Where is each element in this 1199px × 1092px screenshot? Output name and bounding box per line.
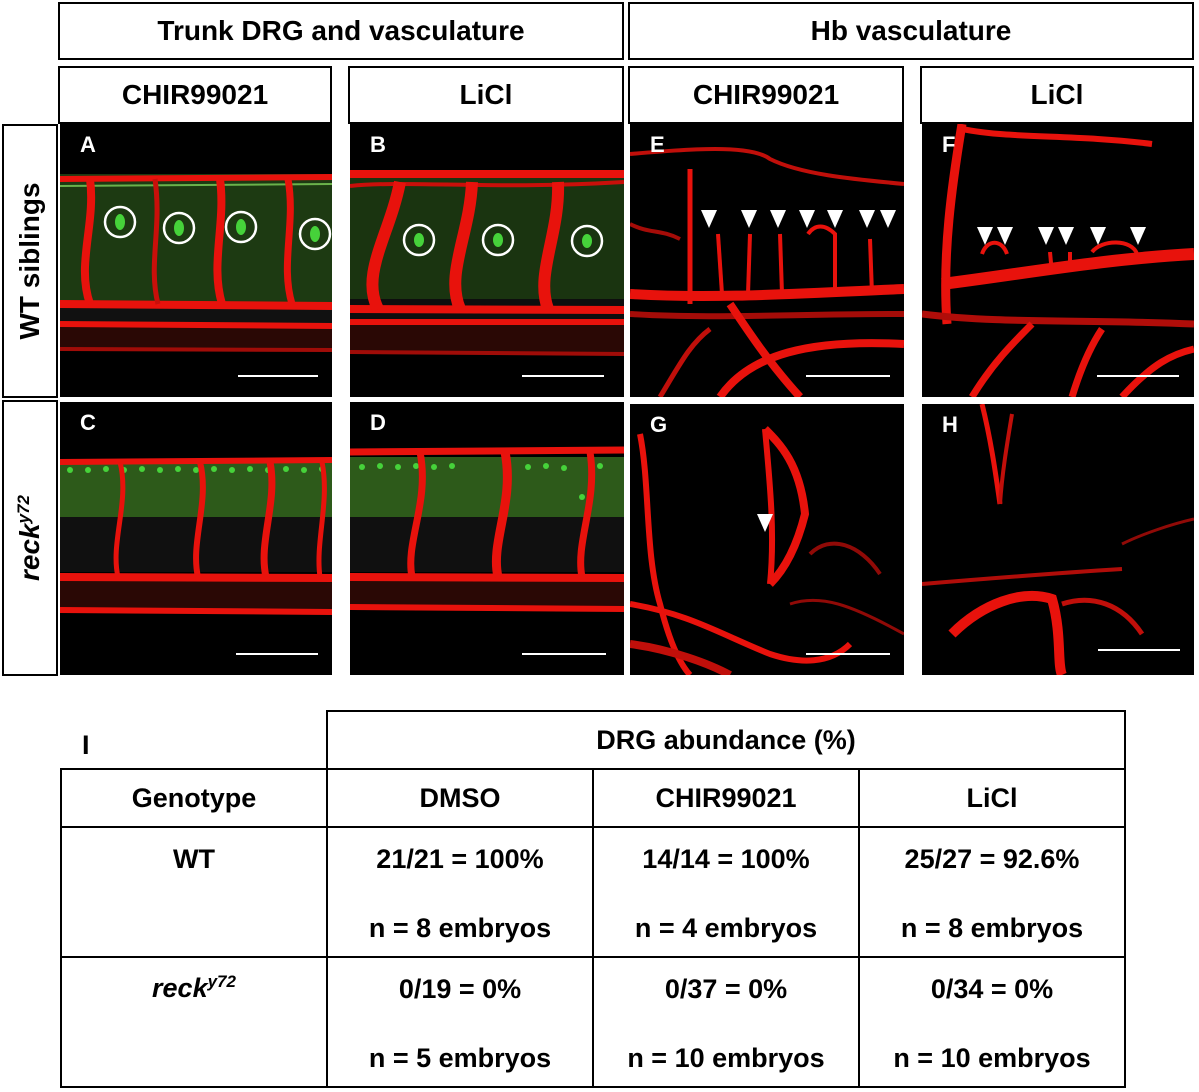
row-label-wt: WT siblings xyxy=(2,124,58,398)
column-header-text: LiCl xyxy=(1030,79,1084,110)
table-row-mutant-genotype: recky72 xyxy=(60,956,328,1088)
panel-f-image: F xyxy=(922,124,1194,397)
scale-bar xyxy=(522,653,606,655)
hb-wt-licl-micrograph xyxy=(922,124,1194,397)
panel-label-b: B xyxy=(370,132,386,157)
panel-g-image: G xyxy=(630,404,904,675)
table-span-header: DRG abundance (%) xyxy=(326,710,1126,770)
panel-e-image: E xyxy=(630,124,904,397)
panel-label-i: I xyxy=(82,730,90,760)
header-hb-vasculature: Hb vasculature xyxy=(628,2,1194,60)
scale-bar xyxy=(236,653,318,655)
scale-bar xyxy=(522,375,604,377)
panel-label-a: A xyxy=(80,132,96,157)
panel-c-image: C xyxy=(60,402,332,675)
scale-bar xyxy=(806,375,890,377)
column-header-text: CHIR99021 xyxy=(692,79,840,110)
header-hb-text: Hb vasculature xyxy=(810,15,1012,46)
header-trunk-drg-text: Trunk DRG and vasculature xyxy=(157,15,525,46)
panel-a-image: A xyxy=(60,124,332,397)
scale-bar xyxy=(238,375,318,377)
table-row-wt-genotype: WT xyxy=(60,826,328,958)
table-cell: 14/14 = 100% n = 4 embryos xyxy=(592,826,860,958)
panel-label-h: H xyxy=(942,412,958,437)
hb-mutant-chir-micrograph xyxy=(630,426,904,675)
panel-label-d: D xyxy=(370,410,386,435)
table-cell: 0/19 = 0% n = 5 embryos xyxy=(326,956,594,1088)
panel-label-c: C xyxy=(80,410,96,435)
header-trunk-drg: Trunk DRG and vasculature xyxy=(58,2,624,60)
hb-wt-chir-micrograph xyxy=(630,147,904,397)
panel-label-g: G xyxy=(650,412,668,437)
column-header-b: LiCl xyxy=(348,66,624,124)
trunk-wt-chir-micrograph xyxy=(60,174,332,352)
column-header-f: LiCl xyxy=(920,66,1194,124)
table-col-header-genotype: Genotype xyxy=(60,768,328,828)
row-label-wt-text: WT siblings xyxy=(14,182,45,340)
trunk-mutant-chir-micrograph xyxy=(60,457,332,615)
trunk-mutant-licl-micrograph xyxy=(350,446,624,612)
column-header-e: CHIR99021 xyxy=(628,66,904,124)
table-cell: 0/34 = 0% n = 10 embryos xyxy=(858,956,1126,1088)
panel-h-image: H xyxy=(922,404,1194,675)
panel-label-e: E xyxy=(650,132,665,157)
trunk-wt-licl-micrograph xyxy=(350,170,624,356)
panel-d-image: D xyxy=(350,402,624,675)
scale-bar xyxy=(1098,649,1180,651)
column-header-text: CHIR99021 xyxy=(121,79,269,110)
hb-mutant-licl-micrograph xyxy=(922,404,1194,675)
column-header-text: LiCl xyxy=(459,79,513,110)
table-col-header-dmso: DMSO xyxy=(326,768,594,828)
row-label-mutant-text: recky72 xyxy=(13,495,46,581)
table-col-header-licl: LiCl xyxy=(858,768,1126,828)
table-cell: 25/27 = 92.6% n = 8 embryos xyxy=(858,826,1126,958)
scale-bar xyxy=(806,653,890,655)
scale-bar xyxy=(1097,375,1179,377)
table-col-header-chir: CHIR99021 xyxy=(592,768,860,828)
row-label-mutant: recky72 xyxy=(2,400,58,676)
panel-label-f: F xyxy=(942,132,956,157)
table-cell: 21/21 = 100% n = 8 embryos xyxy=(326,826,594,958)
table-cell: 0/37 = 0% n = 10 embryos xyxy=(592,956,860,1088)
column-header-a: CHIR99021 xyxy=(58,66,332,124)
panel-b-image: B xyxy=(350,124,624,397)
